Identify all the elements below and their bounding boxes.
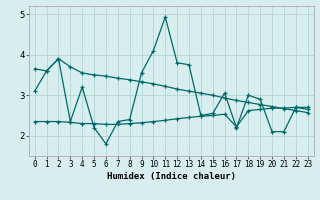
X-axis label: Humidex (Indice chaleur): Humidex (Indice chaleur) [107,172,236,181]
